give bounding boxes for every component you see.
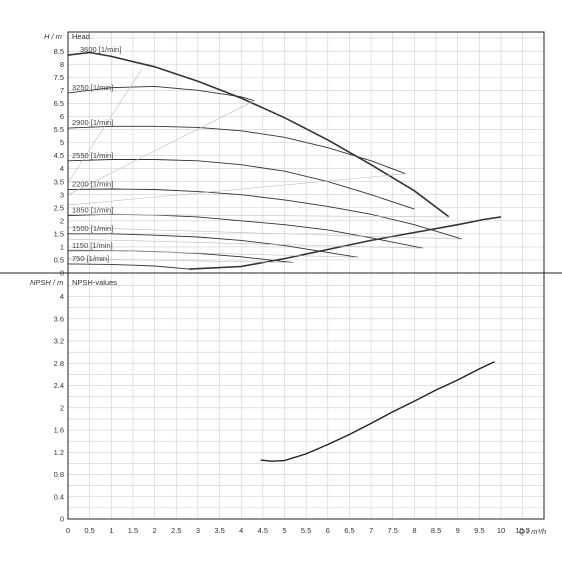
operating-limit-line [67,227,463,240]
npsh-y-tick-label: 1.2 [54,448,64,457]
npsh-y-tick-label: 3.6 [54,314,64,323]
x-tick-label: 9.5 [474,526,484,535]
head-speed-curve [67,51,450,218]
npsh-y-tick-label: 2 [60,403,64,412]
npsh-y-tick-labels: 0 0.4 0.8 1.2 1.6 2 2.4 2.8 3.2 3.6 4 [54,292,64,523]
head-y-tick-label: 5.5 [54,125,64,134]
x-tick-label: 5.5 [301,526,311,535]
operating-limit-line [67,69,142,184]
x-tick-label: 2.5 [171,526,181,535]
npsh-y-tick-label: 4 [60,292,64,301]
npsh-y-tick-label: 2.4 [54,381,64,390]
x-tick-label: 4 [239,526,243,535]
head-panel-title: Head [72,32,90,41]
x-tick-label: 8.5 [431,526,441,535]
npsh-y-tick-label: 0 [60,515,64,524]
head-y-tick-label: 7 [60,86,64,95]
head-y-tick-label: 6 [60,112,64,121]
head-panel-grid [68,32,544,273]
speed-curve-label: 3250 [1/min] [72,83,113,92]
npsh-y-axis-label: NPSH / m [30,278,63,287]
x-tick-label: 3.5 [214,526,224,535]
x-tick-label: 4.5 [258,526,268,535]
x-tick-label: 1 [109,526,113,535]
x-tick-label: 6.5 [344,526,354,535]
head-y-tick-label: 8.5 [54,47,64,56]
x-tick-label: 1.5 [128,526,138,535]
head-speed-curve [67,125,406,175]
head-y-tick-label: 6.5 [54,99,64,108]
x-tick-label: 10.5 [515,526,530,535]
head-y-tick-label: 2 [60,216,64,225]
minimum-flow-curve [189,216,502,270]
speed-curve-label: 3600 [1/min] [80,45,121,54]
npsh-panel-title: NPSH-values [72,278,117,287]
head-speed-curve [67,85,255,102]
npsh-y-tick-label: 2.8 [54,359,64,368]
head-y-tick-label: 4 [60,164,64,173]
speed-curve-label: 1150 [1/min] [72,241,113,250]
x-tick-label: 10 [497,526,505,535]
x-tick-label: 9 [456,526,460,535]
x-tick-label: 5 [282,526,286,535]
head-y-tick-labels: 0 0.5 1 1.5 2 2.5 3 3.5 4 4.5 5 5.5 6 6.5 7 7.5 8 8.5 [54,47,64,278]
operating-limit-line [67,173,406,206]
head-panel-series [67,51,502,270]
head-y-tick-label: 1.5 [54,229,64,238]
x-tick-label: 0 [66,526,70,535]
operating-limit-line [67,249,359,258]
plot-frame [67,31,545,520]
head-y-tick-label: 4.5 [54,151,64,160]
speed-curve-label: 1850 [1/min] [72,206,113,215]
npsh-panel-series [260,361,495,462]
operating-limit-line [67,238,424,249]
speed-curve-label: 1500 [1/min] [72,224,113,233]
head-y-tick-label: 3.5 [54,177,64,186]
head-y-tick-label: 3 [60,190,64,199]
x-axis-label: Q / m³/h [519,527,546,536]
speed-curve-label: 2200 [1/min] [72,179,113,188]
speed-curve-label: 2550 [1/min] [72,151,113,160]
head-y-tick-label: 0.5 [54,256,64,265]
npsh-curve [260,361,495,462]
head-y-tick-label: 1 [60,243,64,252]
npsh-y-tick-label: 0.4 [54,492,64,501]
x-tick-label: 6 [326,526,330,535]
operating-limit-line [67,100,255,195]
head-speed-curve [67,188,463,240]
speed-curve-labels: 3600 [1/min] 3250 [1/min] 2900 [1/min] 2550… [72,45,121,263]
npsh-y-tick-label: 0.8 [54,470,64,479]
x-tick-label: 0.5 [84,526,94,535]
head-speed-curve [68,233,359,258]
x-tick-label: 7.5 [388,526,398,535]
npsh-y-tick-label: 3.2 [54,337,64,346]
x-tick-label: 7 [369,526,373,535]
x-tick-label: 3 [196,526,200,535]
speed-curve-label: 2900 [1/min] [72,118,113,127]
head-y-tick-label: 8 [60,60,64,69]
head-y-axis-label: H / m [44,32,62,41]
head-y-tick-label: 2.5 [54,203,64,212]
x-tick-labels: 0 0.5 1 1.5 2 2.5 3 3.5 4 4.5 5 5.5 6 6.5 7 7.5 8 8.5 9 9.5… [66,526,530,535]
operating-limit-line [67,258,294,263]
operating-limit-line [67,214,450,218]
head-y-tick-label: 0 [60,269,64,278]
x-tick-label: 2 [153,526,157,535]
head-speed-curve [67,159,415,210]
speed-curve-label: 750 [1/min] [72,254,109,263]
head-y-tick-label: 5 [60,138,64,147]
x-tick-label: 8 [412,526,416,535]
npsh-panel-grid [68,273,544,519]
head-y-tick-label: 7.5 [54,73,64,82]
npsh-y-tick-label: 1.6 [54,426,64,435]
